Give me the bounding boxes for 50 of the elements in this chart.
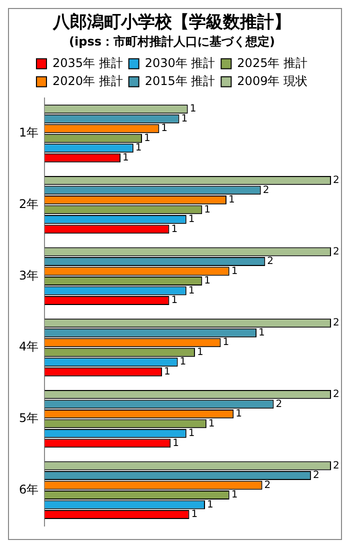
data-label: 2 xyxy=(264,480,271,491)
data-label: 1 xyxy=(144,132,150,144)
legend-label: 2030年 推計 xyxy=(144,56,216,70)
data-label: 2 xyxy=(333,460,340,472)
y-tick-label: 2年 xyxy=(18,196,39,211)
data-label: 1 xyxy=(190,104,196,115)
data-label: 1 xyxy=(188,214,195,226)
data-label: 1 xyxy=(122,152,129,164)
data-label: 1 xyxy=(191,509,198,520)
legend-label: 2035年 推計 xyxy=(52,56,123,70)
legend-label: 2025年 推計 xyxy=(237,56,308,70)
data-label: 1 xyxy=(207,499,214,510)
legend-label: 2020年 推計 xyxy=(52,74,123,88)
data-label: 1 xyxy=(208,418,215,430)
data-label: 1 xyxy=(171,224,178,235)
chart-title: 八郎潟町小学校【学級数推計】 xyxy=(52,12,291,33)
data-label: 1 xyxy=(196,346,204,358)
data-label: 1 xyxy=(258,327,265,338)
chart-subtitle: (ipss：市町村推計人口に基づく想定) xyxy=(69,34,275,49)
data-label: 1 xyxy=(181,113,188,124)
legend-label: 2009年 現状 xyxy=(237,74,308,88)
data-label: 1 xyxy=(188,285,195,296)
y-tick-label: 6年 xyxy=(18,482,39,496)
data-label: 2 xyxy=(333,246,340,258)
data-label: 2 xyxy=(333,175,340,186)
legend-label: 2015年 推計 xyxy=(144,74,216,88)
data-label: 1 xyxy=(161,123,168,134)
data-label: 1 xyxy=(231,490,238,501)
y-tick-label: 4年 xyxy=(18,340,39,354)
data-label: 1 xyxy=(188,428,195,440)
data-label: 1 xyxy=(204,276,211,287)
data-label: 1 xyxy=(172,438,180,449)
y-tick-label: 5年 xyxy=(18,410,39,425)
data-label: 1 xyxy=(231,266,238,277)
data-label: 2 xyxy=(333,389,340,400)
data-label: 1 xyxy=(164,366,170,378)
data-label: 1 xyxy=(222,337,230,348)
data-label: 1 xyxy=(135,142,142,154)
y-tick-label: 3年 xyxy=(18,268,39,282)
data-label: 2 xyxy=(262,184,270,196)
data-label: 1 xyxy=(228,194,235,206)
data-label: 1 xyxy=(171,295,178,306)
data-label: 1 xyxy=(236,408,242,420)
data-label: 2 xyxy=(333,318,340,329)
data-label: 1 xyxy=(204,204,211,216)
data-label: 2 xyxy=(276,398,282,410)
data-label: 2 xyxy=(312,470,320,482)
data-label: 1 xyxy=(180,356,186,368)
y-tick-label: 1年 xyxy=(18,126,39,140)
data-label: 2 xyxy=(267,256,274,268)
